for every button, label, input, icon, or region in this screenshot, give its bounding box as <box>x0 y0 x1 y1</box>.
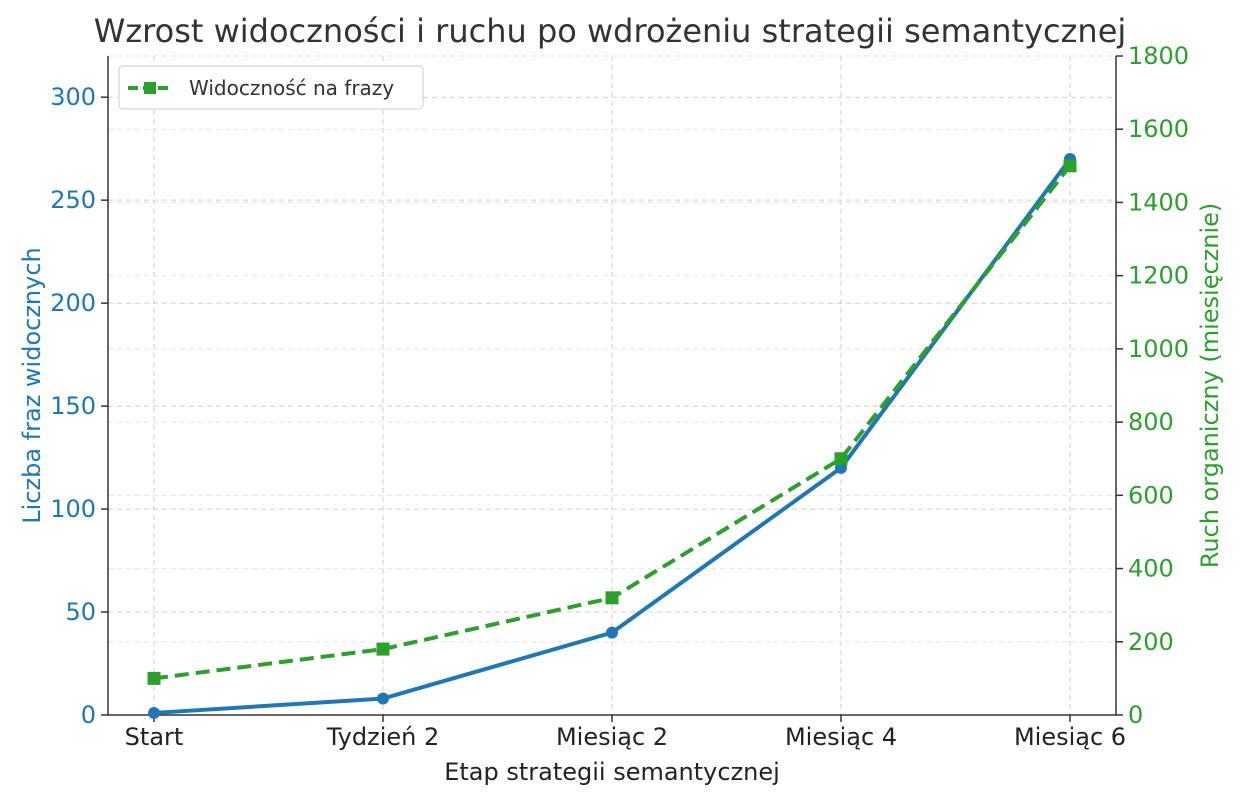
y2-tick-label: 800 <box>1128 408 1174 436</box>
y-tick-label: 150 <box>50 392 96 420</box>
series-1-point <box>1063 159 1077 173</box>
y-axis-label: Liczba fraz widocznych <box>18 247 46 523</box>
y-tick-label: 100 <box>50 495 96 523</box>
legend-label: Widoczność na frazy <box>189 76 394 100</box>
series-1-point <box>834 452 848 466</box>
x-axis-label: Etap strategii semantycznej <box>444 758 780 786</box>
y2-tick-label: 1600 <box>1128 115 1189 143</box>
x-tick-label: Start <box>125 723 184 751</box>
series-1-point <box>605 591 619 605</box>
y2-tick-label: 400 <box>1128 555 1174 583</box>
y-tick-label: 300 <box>50 83 96 111</box>
y2-tick-label: 0 <box>1128 701 1143 729</box>
y2-tick-label: 1800 <box>1128 42 1189 70</box>
chart-title: Wzrost widoczności i ruchu po wdrożeniu … <box>94 12 1127 50</box>
series-1-point <box>147 671 161 685</box>
series-0-point <box>148 706 160 719</box>
series-0-point <box>377 692 389 705</box>
y-tick-label: 250 <box>50 186 96 214</box>
x-tick-label: Miesiąc 2 <box>556 723 668 751</box>
x-tick-label: Miesiąc 4 <box>785 723 897 751</box>
series <box>147 152 1077 719</box>
y2-tick-label: 1200 <box>1128 262 1189 290</box>
axes: 0 50 100 150 200 250 300 0 200 400 600 800 1000 1200 1… <box>50 42 1189 751</box>
y2-axis-label: Ruch organiczny (miesięcznie) <box>1196 203 1224 569</box>
series-0-point <box>606 626 618 639</box>
x-tick-label: Miesiąc 6 <box>1014 723 1126 751</box>
y2-tick-label: 200 <box>1128 628 1174 656</box>
legend: Widoczność na frazy <box>118 65 424 110</box>
y-tick-label: 0 <box>81 701 96 729</box>
y2-tick-label: 1400 <box>1128 188 1189 216</box>
x-tick-label: Tydzień 2 <box>326 723 440 751</box>
legend-box <box>118 65 424 110</box>
y2-tick-label: 600 <box>1128 481 1174 509</box>
y-tick-label: 200 <box>50 289 96 317</box>
grid <box>108 55 1116 716</box>
series-1-point <box>376 642 390 656</box>
y2-tick-label: 1000 <box>1128 335 1189 363</box>
y-tick-label: 50 <box>65 598 96 626</box>
legend-marker <box>144 82 156 94</box>
